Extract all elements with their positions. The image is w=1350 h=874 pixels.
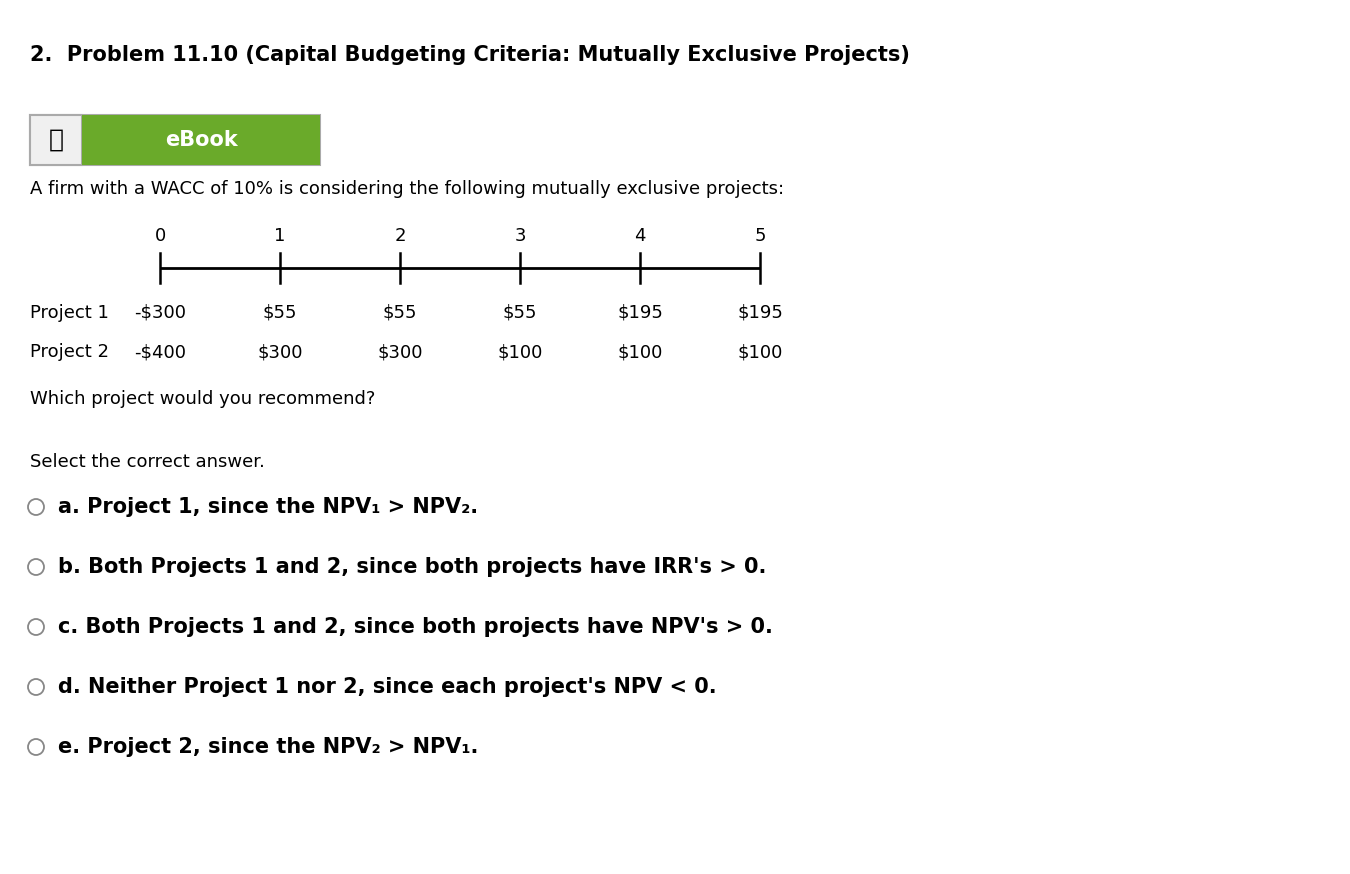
Text: 📖: 📖 [49, 128, 63, 152]
Text: $100: $100 [497, 343, 543, 361]
FancyBboxPatch shape [30, 115, 320, 165]
Text: $100: $100 [737, 343, 783, 361]
Text: d. Neither Project 1 nor 2, since each project's NPV < 0.: d. Neither Project 1 nor 2, since each p… [58, 677, 717, 697]
Text: -$400: -$400 [134, 343, 186, 361]
Text: c. Both Projects 1 and 2, since both projects have NPV's > 0.: c. Both Projects 1 and 2, since both pro… [58, 617, 772, 637]
Circle shape [28, 499, 45, 515]
Text: -$300: -$300 [134, 304, 186, 322]
Text: $100: $100 [617, 343, 663, 361]
Text: $195: $195 [617, 304, 663, 322]
Text: $195: $195 [737, 304, 783, 322]
Text: Project 2: Project 2 [30, 343, 109, 361]
Text: Which project would you recommend?: Which project would you recommend? [30, 390, 375, 408]
Text: 0: 0 [154, 227, 166, 245]
Text: A firm with a WACC of 10% is considering the following mutually exclusive projec: A firm with a WACC of 10% is considering… [30, 180, 784, 198]
Text: 2: 2 [394, 227, 406, 245]
Text: 2.  Problem 11.10 (Capital Budgeting Criteria: Mutually Exclusive Projects): 2. Problem 11.10 (Capital Budgeting Crit… [30, 45, 910, 65]
Text: 4: 4 [634, 227, 645, 245]
Circle shape [28, 679, 45, 695]
Text: b. Both Projects 1 and 2, since both projects have IRR's > 0.: b. Both Projects 1 and 2, since both pro… [58, 557, 767, 577]
Circle shape [28, 619, 45, 635]
Text: a. Project 1, since the NPV₁ > NPV₂.: a. Project 1, since the NPV₁ > NPV₂. [58, 497, 478, 517]
Text: $55: $55 [383, 304, 417, 322]
Text: Select the correct answer.: Select the correct answer. [30, 453, 265, 471]
Text: 5: 5 [755, 227, 765, 245]
Text: eBook: eBook [165, 130, 238, 150]
Text: 3: 3 [514, 227, 525, 245]
Text: $55: $55 [263, 304, 297, 322]
Text: e. Project 2, since the NPV₂ > NPV₁.: e. Project 2, since the NPV₂ > NPV₁. [58, 737, 478, 757]
Text: 1: 1 [274, 227, 286, 245]
Text: $300: $300 [377, 343, 423, 361]
Text: $55: $55 [502, 304, 537, 322]
FancyBboxPatch shape [30, 115, 82, 165]
Text: $300: $300 [258, 343, 302, 361]
Circle shape [28, 739, 45, 755]
Circle shape [28, 559, 45, 575]
FancyBboxPatch shape [82, 115, 320, 165]
Text: Project 1: Project 1 [30, 304, 109, 322]
